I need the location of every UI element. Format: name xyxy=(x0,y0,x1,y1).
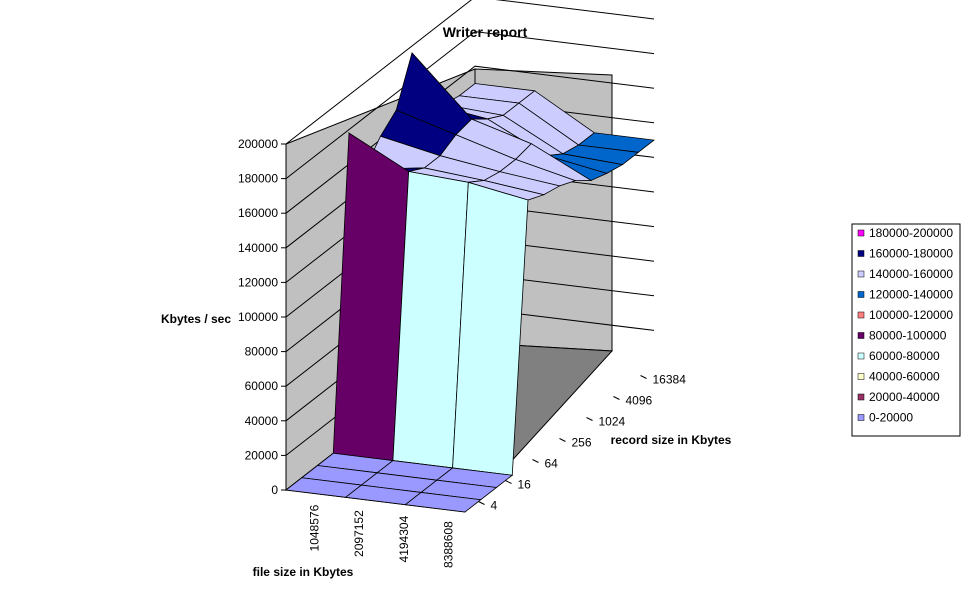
y-tick-mark xyxy=(586,417,593,421)
x-axis-title: file size in Kbytes xyxy=(253,565,354,579)
y-tick-label: 4 xyxy=(491,499,498,513)
legend-swatch xyxy=(857,414,865,421)
z-tick-label: 0 xyxy=(271,483,278,497)
legend-swatch xyxy=(857,332,865,339)
legend-label: 120000-140000 xyxy=(869,288,953,302)
surface-patch xyxy=(404,491,482,513)
y-tick-mark xyxy=(613,396,620,400)
legend-swatch xyxy=(857,393,865,401)
legend-label: 140000-160000 xyxy=(869,267,953,281)
y-tick-label: 4096 xyxy=(626,394,653,408)
y-axis-title: record size in Kbytes xyxy=(611,433,732,447)
chart-title: Writer report xyxy=(443,24,528,40)
legend-swatch xyxy=(857,373,865,380)
legend-label: 20000-40000 xyxy=(869,390,940,404)
z-tick-label: 60000 xyxy=(245,379,279,393)
z-tick-label: 20000 xyxy=(245,448,279,462)
legend-label: 40000-60000 xyxy=(869,370,940,384)
legend-swatch xyxy=(857,291,865,298)
y-tick-label: 16384 xyxy=(653,373,687,387)
legend-label: 0-20000 xyxy=(869,411,913,425)
legend-label: 80000-100000 xyxy=(869,329,947,343)
z-tick-label: 180000 xyxy=(238,172,278,186)
y-tick-label: 256 xyxy=(572,436,592,450)
y-tick-mark xyxy=(640,375,647,379)
legend-label: 180000-200000 xyxy=(869,226,953,240)
y-tick-mark xyxy=(532,459,539,463)
legend-box xyxy=(851,223,961,437)
z-tick-label: 140000 xyxy=(238,241,278,255)
y-tick-label: 1024 xyxy=(599,415,626,429)
legend-swatch xyxy=(857,229,865,237)
x-tick-label: 2097152 xyxy=(352,510,366,557)
y-tick-label: 16 xyxy=(518,478,532,492)
z-tick-label: 40000 xyxy=(245,414,279,428)
legend-swatch xyxy=(857,352,865,360)
legend-label: 160000-180000 xyxy=(869,247,953,261)
legend-label: 100000-120000 xyxy=(869,308,953,322)
z-tick-label: 80000 xyxy=(245,345,279,359)
legend-swatch xyxy=(857,270,865,278)
x-tick-labels: 1048576 2097152 4194304 8388608 xyxy=(307,504,455,568)
z-tick-label: 100000 xyxy=(238,310,278,324)
y-tick-mark xyxy=(559,438,566,442)
x-tick-label: 8388608 xyxy=(442,521,456,568)
gridline xyxy=(285,0,655,145)
z-tick-label: 160000 xyxy=(238,206,278,220)
z-tick-labels: 2000001800001600001400001200001000008000… xyxy=(238,137,286,497)
y-tick-mark xyxy=(478,501,485,505)
gridline xyxy=(285,31,655,179)
y-tick-mark xyxy=(505,480,512,484)
z-tick-label: 200000 xyxy=(238,137,278,151)
legend-label: 60000-80000 xyxy=(869,349,940,363)
y-tick-label: 64 xyxy=(545,457,559,471)
x-tick-label: 4194304 xyxy=(397,515,411,562)
z-tick-label: 120000 xyxy=(238,275,278,289)
legend-swatch xyxy=(857,311,865,319)
surface xyxy=(284,52,656,513)
legend-swatch xyxy=(857,250,865,257)
legend: 180000-200000 160000-180000 140000-160000 1… xyxy=(851,223,961,437)
x-tick-label: 1048576 xyxy=(307,504,321,551)
z-axis-title: Kbytes / sec xyxy=(161,312,231,326)
